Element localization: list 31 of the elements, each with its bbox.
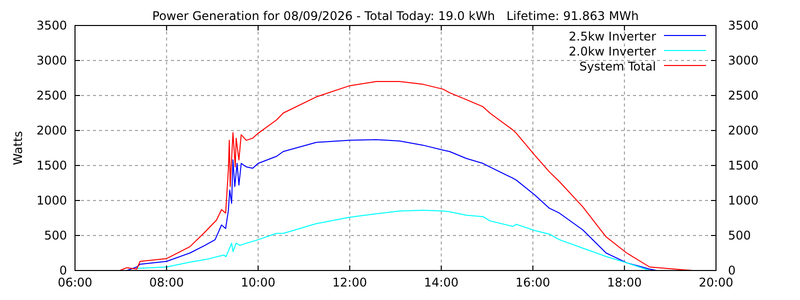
legend-label: 2.0kw Inverter	[568, 44, 656, 58]
y2-tick-label: 500	[728, 228, 751, 242]
y-tick-label: 3500	[36, 18, 67, 32]
legend-label: 2.5kw Inverter	[568, 30, 656, 44]
y2-tick-label: 1000	[728, 194, 759, 208]
y2-tick-label: 3000	[728, 54, 759, 68]
line-series	[126, 139, 657, 271]
x-tick-label: 06:00	[58, 276, 92, 290]
y-tick-label: 1500	[36, 158, 67, 172]
line-series	[136, 210, 650, 271]
x-tick-label: 14:00	[424, 276, 459, 290]
x-tick-label: 18:00	[607, 276, 642, 290]
x-tick-label: 10:00	[240, 276, 276, 290]
x-tick-label: 12:00	[332, 276, 368, 290]
y-tick-label: 2500	[36, 88, 67, 102]
x-tick-label: 20:00	[698, 276, 734, 290]
y2-tick-label: 2500	[728, 88, 759, 102]
y2-tick-label: 2000	[728, 124, 759, 138]
y2-tick-label: 1500	[728, 158, 759, 172]
y-tick-label: 0	[59, 264, 67, 278]
chart-title: Power Generation for 08/09/2026 - Total Today: 19.0 kWh Lifetime: 91.863 MWh	[152, 9, 639, 23]
y-tick-label: 3000	[36, 54, 67, 68]
y-tick-label: 1000	[36, 194, 67, 208]
x-tick-label: 16:00	[516, 276, 550, 290]
legend-label: System Total	[579, 60, 656, 74]
x-tick-label: 08:00	[149, 276, 184, 290]
y-tick-label: 2000	[36, 124, 67, 138]
y2-tick-label: 3500	[728, 18, 759, 32]
y2-tick-label: 0	[728, 264, 736, 278]
y-axis-title: Watts	[11, 130, 25, 166]
y-tick-label: 500	[44, 228, 67, 242]
